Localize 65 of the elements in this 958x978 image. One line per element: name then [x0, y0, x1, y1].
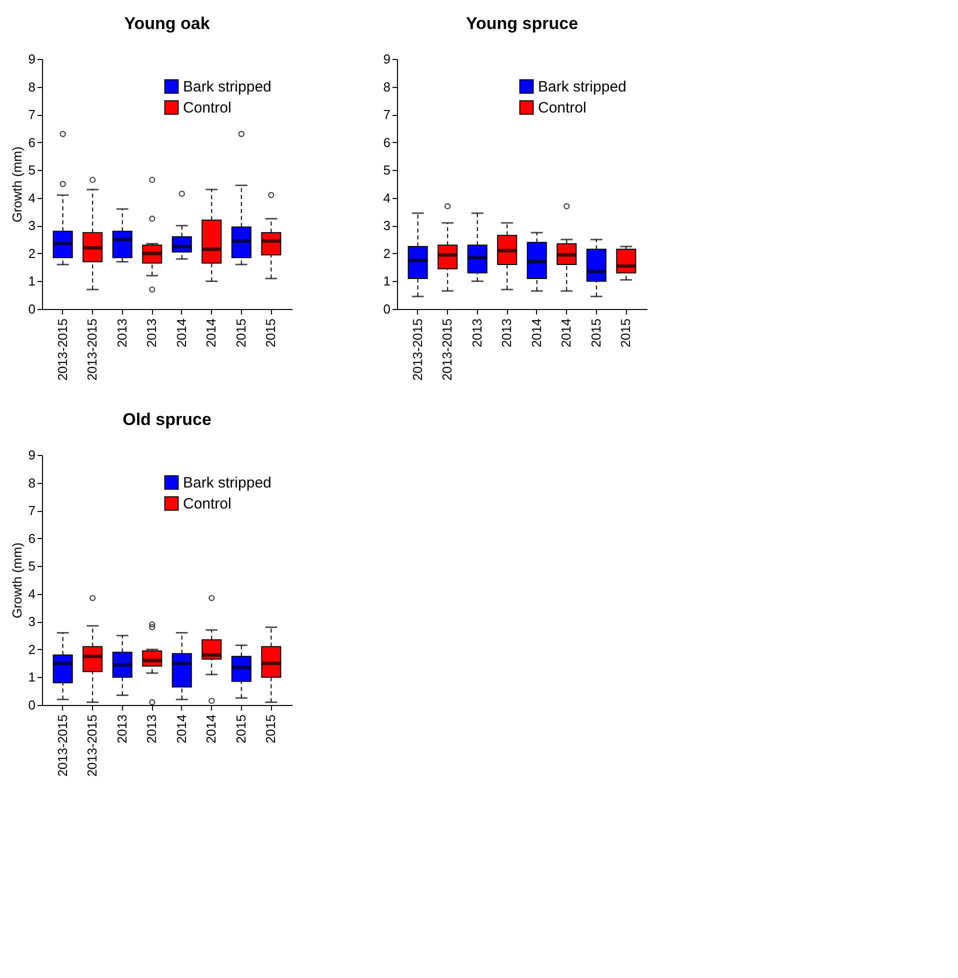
- y-tick-label: 6: [28, 134, 36, 150]
- y-tick-label: 0: [28, 302, 36, 316]
- y-tick-label: 3: [28, 218, 36, 234]
- y-tick-label: 2: [28, 642, 36, 657]
- y-tick-label: 5: [28, 162, 36, 178]
- y-tick-label: 3: [383, 218, 390, 234]
- x-tick-label: 2013-2015: [84, 318, 100, 381]
- x-tick-label: 2015: [618, 318, 634, 348]
- y-tick-label: 3: [28, 614, 36, 630]
- legend-label: Bark stripped: [183, 78, 272, 96]
- x-tick-label: 2013-2015: [440, 318, 455, 381]
- y-axis-title: Growth (mm): [9, 542, 24, 618]
- y-tick-label: 6: [28, 530, 36, 546]
- chart-title: Young spruce: [466, 14, 578, 33]
- legend-label: Control: [183, 100, 232, 116]
- x-tick-label: 2014: [204, 714, 219, 744]
- y-tick-label: 7: [28, 503, 36, 518]
- y-tick-label: 1: [28, 670, 36, 685]
- y-tick-label: 8: [28, 475, 36, 490]
- x-tick-label: 2013-2015: [54, 714, 70, 777]
- y-tick-label: 4: [28, 586, 36, 602]
- y-tick-label: 1: [383, 274, 390, 289]
- x-tick-label: 2014: [528, 318, 544, 348]
- x-tick-label: 2014: [174, 714, 189, 744]
- y-tick-label: 6: [383, 134, 390, 150]
- x-tick-label: 2013: [114, 714, 130, 744]
- x-tick-label: 2013: [469, 318, 484, 348]
- y-tick-label: 2: [383, 246, 390, 261]
- y-tick-label: 2: [28, 246, 36, 261]
- y-tick-label: 8: [383, 79, 390, 94]
- legend-label: Control: [183, 496, 232, 512]
- x-tick-label: 2013-2015: [84, 714, 100, 777]
- x-tick-label: 2013: [499, 318, 514, 348]
- y-tick-label: 9: [28, 52, 36, 66]
- x-tick-label: 2014: [174, 318, 189, 348]
- y-tick-label: 4: [383, 190, 390, 206]
- y-tick-label: 5: [28, 558, 36, 574]
- y-tick-label: 7: [28, 107, 36, 122]
- x-tick-label: 2013-2015: [410, 318, 425, 381]
- chart-title: Young oak: [124, 14, 210, 33]
- y-axis-title: Growth (mm): [9, 146, 24, 222]
- x-tick-label: 2013: [114, 318, 130, 348]
- y-tick-label: 0: [28, 698, 36, 712]
- x-tick-label: 2014: [558, 318, 574, 348]
- y-tick-label: 8: [28, 79, 36, 94]
- x-tick-label: 2015: [233, 714, 248, 744]
- x-tick-label: 2015: [233, 318, 248, 348]
- chart-title: Old spruce: [122, 410, 212, 429]
- legend-label: Bark stripped: [183, 474, 272, 492]
- y-tick-label: 9: [383, 52, 390, 66]
- x-tick-label: 2013: [144, 714, 160, 744]
- y-tick-label: 9: [28, 448, 36, 462]
- y-tick-label: 7: [383, 107, 390, 122]
- y-tick-label: 5: [383, 162, 390, 178]
- x-tick-label: 2013-2015: [54, 318, 70, 381]
- y-tick-label: 4: [28, 190, 36, 206]
- y-tick-label: 0: [383, 302, 390, 316]
- x-tick-label: 2015: [588, 318, 604, 348]
- x-tick-label: 2014: [204, 318, 219, 348]
- legend-label: Bark stripped: [538, 78, 626, 96]
- x-tick-label: 2013: [144, 318, 160, 348]
- y-tick-label: 1: [28, 274, 36, 289]
- x-tick-label: 2015: [263, 714, 278, 744]
- legend-label: Control: [538, 100, 586, 116]
- x-tick-label: 2015: [263, 318, 278, 348]
